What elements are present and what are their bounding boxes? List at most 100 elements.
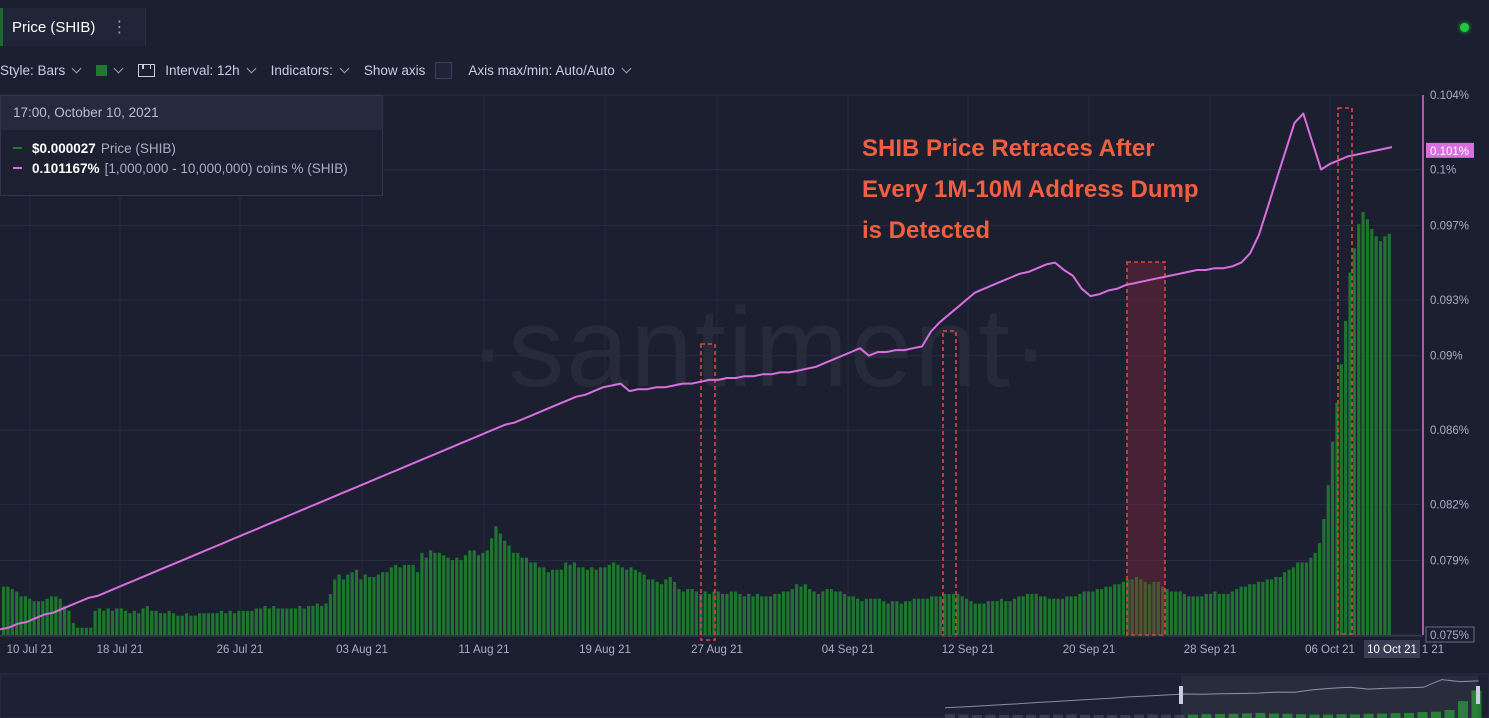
navigator-bar [1107,715,1117,718]
price-bar [1156,581,1160,635]
price-bar [755,593,759,635]
price-bar [132,610,136,635]
price-bar [742,596,746,635]
navigator-window[interactable] [1181,676,1478,718]
style-dropdown[interactable]: Style: Bars [0,63,82,78]
price-bar [1283,572,1287,635]
navigator-bar [1080,714,1090,718]
price-bar [1056,598,1060,635]
price-bar [786,591,790,635]
x-axis-tick-label: 20 Sep 21 [1063,644,1115,656]
show-axis-toggle[interactable]: Show axis [364,61,453,79]
price-bar [1143,581,1147,635]
price-bar [542,567,546,635]
price-bar [145,606,149,635]
price-bar [368,577,372,635]
interval-dropdown[interactable]: Interval: 12h [138,63,257,78]
price-bar [703,591,707,635]
price-bar [63,606,67,635]
price-bar [241,610,245,635]
price-bar [503,540,507,635]
more-vertical-icon[interactable]: ⋮ [111,19,127,36]
price-bar [49,596,54,635]
price-bar [712,591,716,635]
navigator[interactable] [0,673,1489,718]
navigator-bar [1309,714,1320,718]
chart-title-tab[interactable]: Price (SHIB) ⋮ [0,8,146,46]
show-axis-checkbox[interactable] [435,61,453,79]
x-axis-tick-label: 28 Sep 21 [1184,644,1236,656]
price-bar [1004,601,1008,635]
chevron-down-icon [621,63,632,73]
price-bar [1025,593,1030,635]
price-bar [1208,593,1213,635]
price-bar [938,596,942,635]
navigator-bar [1120,715,1131,718]
price-bar [1195,596,1200,635]
price-bar [1300,562,1304,635]
price-bar [328,593,332,635]
price-bar [254,608,258,635]
annotation-line-1: SHIB Price Retraces After [862,135,1155,162]
navigator-bar [1296,714,1306,718]
price-bar [350,572,354,635]
indicators-dropdown[interactable]: Indicators: [271,63,350,78]
navigator-bar [945,714,955,718]
price-bar [603,567,607,635]
price-bar [93,610,97,635]
x-axis-tick-label: 11 Aug 21 [459,644,510,656]
color-swatch [96,64,108,76]
price-bar [23,596,27,635]
price-bar [908,601,912,635]
price-bar [838,591,842,635]
price-bar [1100,589,1104,635]
price-bar [816,593,820,635]
annotation-text: SHIB Price Retraces After Every 1M-10M A… [862,128,1282,251]
navigator-handle-left[interactable] [1179,686,1183,704]
axis-minmax-dropdown[interactable]: Axis max/min: Auto/Auto [468,63,632,78]
price-bar [1348,272,1352,635]
price-bar [1387,233,1391,635]
price-bar [1174,591,1178,635]
price-bar [250,610,254,635]
price-bar [150,610,154,635]
price-bar [41,601,45,635]
x-axis-tick-label: 1 21 [1422,644,1444,656]
price-bar [1287,569,1291,635]
current-value-badge [1426,142,1474,158]
price-bar [320,606,324,635]
price-bar [607,564,611,635]
price-bar [768,596,773,635]
price-bar [633,569,637,635]
price-bar [302,608,306,635]
color-dropdown[interactable] [96,63,124,76]
price-bar [1335,403,1339,635]
price-bar [982,603,986,635]
navigator-bar [1161,714,1171,718]
price-bar [58,598,62,635]
price-bar [551,569,555,635]
x-axis: 10 Jul 21 18 Jul 21 26 Jul 21 03 Aug 21 11 A… [0,635,1444,658]
price-bar [659,584,664,635]
navigator-handle-right[interactable] [1476,686,1480,704]
price-bar [154,610,158,635]
price-bar [1152,581,1156,635]
price-bar [211,613,215,635]
price-bar [612,562,616,635]
dump-highlight-box [1337,107,1353,635]
price-bar [1169,591,1173,635]
navigator-bar [1417,712,1428,718]
price-bar [1021,596,1025,635]
price-bar [1034,593,1038,635]
x-axis-tick-label: 18 Jul 21 [97,644,144,656]
price-bar [298,606,302,635]
calendar-icon [138,63,156,77]
price-bar [1165,589,1169,635]
price-bar [812,591,816,635]
hover-date-badge [1364,640,1420,658]
price-bar [864,598,868,635]
price-bar [346,574,350,635]
price-bar [673,581,677,635]
price-bar [219,610,224,635]
